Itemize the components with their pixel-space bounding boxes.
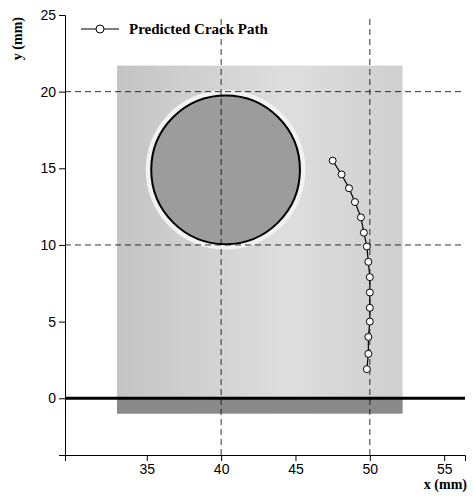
y-tick-label: 15 [40,160,56,176]
crack-path-point [360,229,367,236]
crack-path-point [365,350,372,357]
y-tick-label: 10 [40,237,56,253]
specimen-edge [65,397,465,400]
y-tick-mark [59,15,65,16]
crack-path-line [333,161,370,370]
crack-path-point [363,243,370,250]
photo-edge-band [117,398,403,413]
x-axis-title: x (mm) [424,477,467,493]
y-tick: 20 [40,84,65,100]
grid-line-y [65,91,465,92]
crack-path-point [365,258,372,265]
crack-path-point [338,171,345,178]
x-axis-line [66,456,466,462]
crack-path-point [357,214,364,221]
y-tick-label: 20 [40,84,56,100]
grid-line-x [369,15,370,455]
legend-label: Predicted Crack Path [129,21,269,37]
crack-path-point [366,304,373,311]
x-tick: 55 [437,455,453,477]
hole-rim [148,92,303,247]
y-tick-label: 25 [40,7,56,23]
y-tick-mark [59,168,65,169]
x-tick-label: 50 [363,461,379,477]
y-axis-line [59,16,66,456]
x-tick-label: 40 [214,461,230,477]
x-tick-label: 35 [139,461,155,477]
crack-path-point [366,318,373,325]
x-tick: 40 [214,455,230,477]
y-tick: 15 [40,160,65,176]
crack-path-point [346,185,353,192]
y-axis-title: y (mm) [10,17,26,60]
x-tick: 50 [363,455,379,477]
x-tick-label: 55 [437,461,453,477]
y-tick: 0 [48,390,65,406]
x-axis: 35 40 45 50 55 [66,455,466,477]
crack-path-point [329,157,336,164]
crack-path-point [363,366,370,373]
y-tick-label: 0 [48,390,56,406]
legend-marker [96,25,104,33]
y-axis: 0 5 10 15 20 25 [40,7,65,456]
chart: 35 40 45 50 55 0 5 10 15 20 25 x (mm) y (mm) Predicte… [0,0,473,496]
y-tick-mark [59,245,65,246]
crack-path-point [366,274,373,281]
grid-line-y [65,244,465,245]
y-tick: 10 [40,237,65,253]
y-tick: 5 [48,314,65,330]
x-tick: 35 [139,455,155,477]
legend: Predicted Crack Path [81,21,269,37]
y-tick: 25 [40,7,65,23]
y-tick-mark [59,398,65,399]
hole [151,95,300,244]
crack-path-point [351,199,358,206]
grid-line-x [221,15,222,455]
photo-background [117,66,403,414]
plot-area [65,15,465,455]
crack-path-point [366,289,373,296]
x-tick-label: 45 [288,461,304,477]
y-tick-label: 5 [48,314,56,330]
crack-path-point [365,333,372,340]
y-tick-mark [59,322,65,323]
x-tick: 45 [288,455,304,477]
y-tick-mark [59,92,65,93]
